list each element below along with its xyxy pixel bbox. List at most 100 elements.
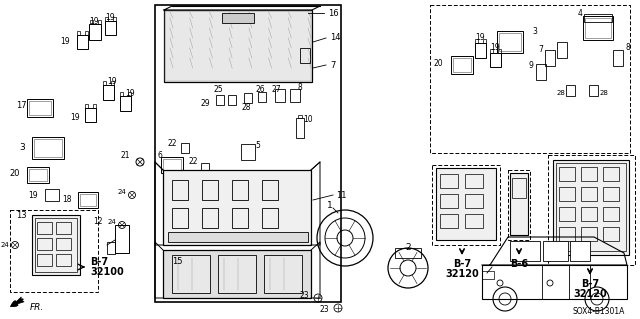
Bar — [603, 207, 619, 221]
Bar — [155, 5, 341, 302]
Bar — [181, 143, 189, 153]
Bar — [262, 208, 278, 228]
Text: 20: 20 — [433, 58, 443, 68]
Bar — [89, 24, 101, 40]
Text: 19: 19 — [89, 18, 99, 26]
Bar — [589, 85, 598, 95]
Bar — [56, 238, 71, 250]
Bar — [474, 39, 477, 42]
Text: 23: 23 — [319, 306, 329, 315]
Text: 24: 24 — [1, 242, 10, 248]
Polygon shape — [312, 6, 320, 10]
Bar — [482, 271, 494, 279]
Bar — [29, 169, 47, 181]
Bar — [559, 187, 575, 201]
Bar — [430, 5, 630, 153]
Bar — [440, 194, 458, 208]
Text: 19: 19 — [125, 88, 135, 98]
Text: 32120: 32120 — [445, 269, 479, 279]
Bar — [543, 241, 568, 261]
Text: SOX4-B1301A: SOX4-B1301A — [573, 308, 625, 316]
Text: 7: 7 — [330, 61, 335, 70]
Bar — [490, 53, 500, 67]
Bar — [465, 194, 483, 208]
Bar — [290, 88, 300, 101]
Text: 29: 29 — [200, 99, 210, 108]
Bar — [566, 85, 575, 95]
Bar — [120, 92, 122, 95]
Bar — [127, 92, 131, 95]
Bar — [172, 208, 188, 228]
Bar — [37, 222, 52, 234]
Bar — [161, 157, 183, 173]
Text: 24: 24 — [118, 189, 126, 195]
Text: 19: 19 — [60, 38, 70, 47]
Text: 19: 19 — [107, 78, 117, 86]
Bar — [559, 227, 575, 241]
Bar — [497, 49, 500, 53]
Text: 32100: 32100 — [90, 267, 124, 277]
Bar — [559, 207, 575, 221]
Text: 19: 19 — [28, 191, 38, 201]
Text: 19: 19 — [105, 13, 115, 23]
Text: 6: 6 — [157, 152, 162, 160]
Bar — [585, 18, 611, 38]
Text: 25: 25 — [213, 85, 223, 94]
Bar — [432, 165, 500, 245]
Bar — [78, 192, 98, 208]
Text: FR.: FR. — [30, 302, 44, 311]
Text: 24: 24 — [108, 219, 116, 225]
Bar — [474, 42, 486, 57]
Text: 13: 13 — [17, 211, 27, 219]
Bar — [613, 50, 623, 66]
Bar — [258, 92, 266, 102]
Bar — [56, 254, 71, 266]
Polygon shape — [164, 6, 172, 10]
Bar — [163, 250, 311, 298]
Bar — [499, 33, 521, 51]
Bar — [222, 13, 254, 23]
Bar — [84, 31, 88, 35]
Bar — [570, 241, 590, 261]
Text: 26: 26 — [255, 85, 265, 94]
Bar — [512, 178, 526, 198]
Bar — [37, 254, 52, 266]
Bar — [104, 17, 108, 21]
Text: 10: 10 — [303, 115, 313, 124]
Bar — [490, 49, 493, 53]
Bar — [584, 14, 612, 22]
Text: 2: 2 — [405, 243, 411, 253]
Bar — [548, 155, 635, 265]
Bar — [436, 168, 496, 240]
Bar — [56, 222, 71, 234]
Bar — [262, 180, 278, 200]
Text: 9: 9 — [528, 61, 533, 70]
Bar — [102, 80, 106, 85]
Bar — [37, 238, 52, 250]
Text: 22: 22 — [168, 138, 177, 147]
Bar — [241, 144, 255, 160]
Text: 8: 8 — [298, 84, 302, 93]
Bar — [202, 208, 218, 228]
Text: B-6: B-6 — [510, 259, 528, 269]
Bar — [77, 35, 88, 49]
Bar — [104, 21, 115, 35]
Bar — [264, 255, 302, 293]
Text: 12: 12 — [93, 218, 103, 226]
Bar — [80, 194, 96, 206]
Bar — [90, 20, 93, 24]
Text: 8: 8 — [625, 43, 630, 53]
Bar — [451, 56, 473, 74]
Bar — [482, 265, 627, 299]
Bar — [232, 180, 248, 200]
Text: B-7: B-7 — [90, 257, 108, 267]
Bar — [172, 180, 188, 200]
Bar — [556, 163, 626, 251]
Bar — [29, 101, 51, 115]
Bar — [557, 42, 567, 58]
Bar — [465, 174, 483, 188]
Text: 22: 22 — [189, 158, 198, 167]
Bar — [581, 187, 597, 201]
Text: 7: 7 — [538, 46, 543, 55]
Bar — [84, 108, 95, 122]
